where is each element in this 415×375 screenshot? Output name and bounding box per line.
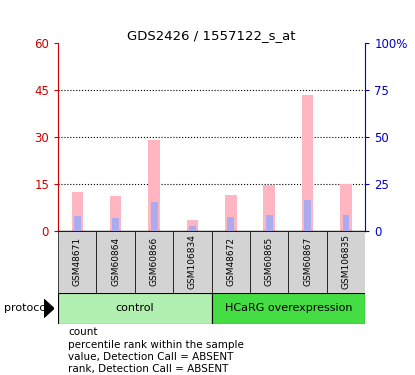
Bar: [191, 229, 194, 231]
Text: percentile rank within the sample: percentile rank within the sample: [68, 339, 244, 350]
Bar: [342, 214, 349, 231]
Bar: [264, 185, 275, 231]
Bar: [189, 226, 196, 231]
Text: control: control: [115, 303, 154, 313]
Bar: [74, 216, 81, 231]
Text: rank, Detection Call = ABSENT: rank, Detection Call = ABSENT: [68, 364, 229, 374]
Bar: [304, 200, 311, 231]
Title: GDS2426 / 1557122_s_at: GDS2426 / 1557122_s_at: [127, 29, 296, 42]
Text: GSM60867: GSM60867: [303, 237, 312, 286]
Bar: [268, 229, 271, 231]
Bar: [288, 231, 327, 292]
Text: value, Detection Call = ABSENT: value, Detection Call = ABSENT: [68, 352, 234, 362]
Bar: [58, 292, 212, 324]
Bar: [306, 229, 309, 231]
Text: protocol: protocol: [4, 303, 49, 313]
Bar: [112, 217, 119, 231]
Bar: [340, 184, 352, 231]
Bar: [110, 196, 122, 231]
Bar: [76, 229, 78, 231]
Bar: [187, 220, 198, 231]
Text: GSM60866: GSM60866: [149, 237, 159, 286]
Bar: [212, 292, 365, 324]
Bar: [327, 231, 365, 292]
Bar: [96, 231, 135, 292]
Text: count: count: [68, 327, 98, 338]
Bar: [250, 231, 288, 292]
Bar: [151, 202, 158, 231]
Bar: [58, 231, 96, 292]
Text: HCaRG overexpression: HCaRG overexpression: [225, 303, 352, 313]
Text: GSM60865: GSM60865: [265, 237, 274, 286]
Bar: [229, 229, 232, 231]
Bar: [148, 140, 160, 231]
Text: GSM60864: GSM60864: [111, 237, 120, 286]
Bar: [345, 229, 347, 231]
Bar: [266, 214, 273, 231]
Bar: [225, 195, 237, 231]
Text: GSM106835: GSM106835: [342, 234, 351, 289]
Bar: [302, 95, 313, 231]
Bar: [227, 217, 234, 231]
Bar: [71, 192, 83, 231]
Bar: [212, 231, 250, 292]
Text: GSM106834: GSM106834: [188, 234, 197, 289]
Polygon shape: [44, 299, 54, 318]
Text: GSM48672: GSM48672: [226, 237, 235, 286]
Bar: [115, 229, 117, 231]
Bar: [173, 231, 212, 292]
Text: GSM48671: GSM48671: [73, 237, 82, 286]
Bar: [153, 229, 155, 231]
Bar: [135, 231, 173, 292]
